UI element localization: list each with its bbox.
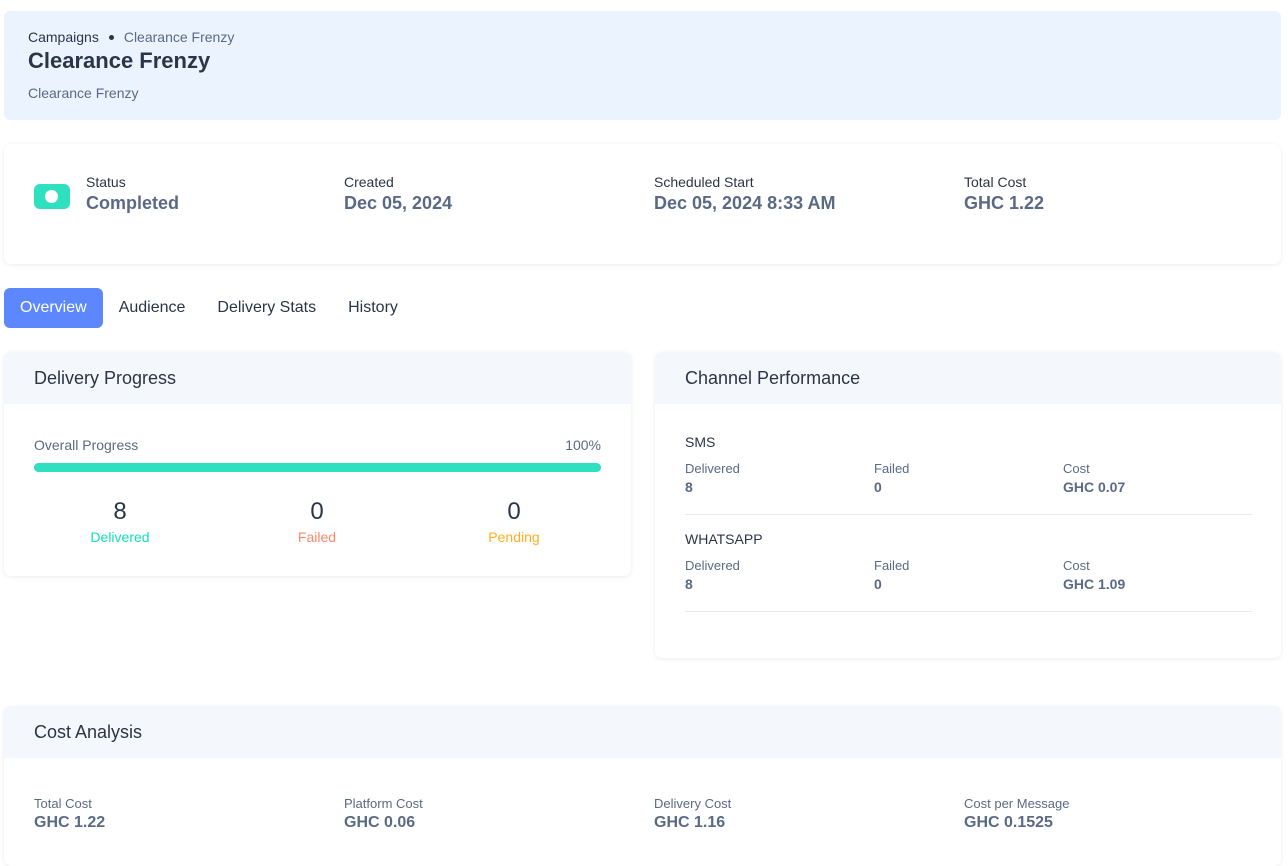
breadcrumb: Campaigns Clearance Frenzy (28, 29, 234, 45)
failed-stat: 0 Failed (237, 498, 397, 545)
breadcrumb-current: Clearance Frenzy (123, 29, 235, 45)
channel-row-whatsapp: WHATSAPP Delivered 8 Failed 0 Cost GHC 1… (685, 531, 1252, 612)
channel-delivered-value: 8 (685, 576, 693, 592)
cost-per-message-label: Cost per Message (964, 796, 1070, 811)
pending-stat: 0 Pending (434, 498, 594, 545)
cost-platform-label: Platform Cost (344, 796, 423, 811)
channel-cost: Cost GHC 1.09 (1063, 558, 1252, 592)
channel-cost-value: GHC 0.07 (1063, 479, 1126, 495)
channel-delivered-label: Delivered (685, 558, 740, 573)
cost-analysis-card: Cost Analysis Total Cost GHC 1.22 Platfo… (4, 706, 1281, 866)
channel-performance-title: Channel Performance (655, 352, 1281, 404)
breadcrumb-campaigns-link[interactable]: Campaigns (28, 29, 99, 45)
scheduled-start-stat: Scheduled Start Dec 05, 2024 8:33 AM (654, 174, 835, 214)
created-value: Dec 05, 2024 (344, 193, 453, 213)
delivered-label: Delivered (90, 529, 150, 545)
campaign-summary-card: Status Completed Created Dec 05, 2024 Sc… (4, 144, 1281, 264)
channel-failed-label: Failed (874, 461, 910, 476)
channel-failed: Failed 0 (874, 461, 1063, 495)
channel-performance-card: Channel Performance SMS Delivered 8 Fail… (655, 352, 1281, 658)
status-stat: Status Completed (86, 174, 179, 214)
cost-per-message: Cost per Message GHC 0.1525 (964, 796, 1070, 832)
channel-failed: Failed 0 (874, 558, 1063, 592)
cost-delivery-label: Delivery Cost (654, 796, 732, 811)
cost-delivery: Delivery Cost GHC 1.16 (654, 796, 731, 832)
channel-cost-label: Cost (1063, 558, 1090, 573)
channel-delivered: Delivered 8 (685, 461, 874, 495)
channel-cost: Cost GHC 0.07 (1063, 461, 1252, 495)
channel-failed-value: 0 (874, 479, 882, 495)
pending-label: Pending (488, 529, 540, 545)
channel-row-sms: SMS Delivered 8 Failed 0 Cost GHC 0.07 (685, 434, 1252, 515)
cost-delivery-value: GHC 1.16 (654, 814, 726, 831)
channel-failed-value: 0 (874, 576, 882, 592)
tab-bar: Overview Audience Delivery Stats History (4, 288, 414, 328)
cost-platform: Platform Cost GHC 0.06 (344, 796, 423, 832)
channel-delivered: Delivered 8 (685, 558, 874, 592)
tab-audience[interactable]: Audience (118, 299, 186, 316)
tab-overview[interactable]: Overview (4, 288, 103, 328)
channel-name: WHATSAPP (685, 531, 763, 547)
toggle-knob (45, 190, 58, 203)
cost-platform-value: GHC 0.06 (344, 814, 416, 831)
total-cost-stat: Total Cost GHC 1.22 (964, 174, 1044, 214)
failed-count: 0 (310, 498, 324, 525)
tab-history[interactable]: History (348, 299, 398, 316)
overall-progress-label: Overall Progress (34, 437, 139, 453)
cost-total-value: GHC 1.22 (34, 814, 106, 831)
total-cost-label: Total Cost (964, 174, 1027, 190)
scheduled-start-value: Dec 05, 2024 8:33 AM (654, 193, 836, 213)
toggle-on-icon (34, 184, 70, 209)
failed-label: Failed (297, 529, 337, 545)
progress-bar-fill (34, 463, 601, 472)
channel-cost-value: GHC 1.09 (1063, 576, 1126, 592)
created-stat: Created Dec 05, 2024 (344, 174, 452, 214)
page-subtitle: Clearance Frenzy (28, 85, 139, 101)
status-label: Status (86, 174, 126, 190)
cost-analysis-title: Cost Analysis (4, 706, 1281, 758)
delivered-count: 8 (113, 498, 127, 525)
page-title: Clearance Frenzy (28, 48, 211, 73)
channel-delivered-label: Delivered (685, 461, 740, 476)
status-value: Completed (86, 193, 180, 213)
delivered-stat: 8 Delivered (40, 498, 200, 545)
channel-cost-label: Cost (1063, 461, 1090, 476)
channel-failed-label: Failed (874, 558, 910, 573)
created-label: Created (344, 174, 394, 190)
pending-count: 0 (507, 498, 521, 525)
scheduled-start-label: Scheduled Start (654, 174, 754, 190)
total-cost-value: GHC 1.22 (964, 193, 1045, 213)
delivery-progress-title: Delivery Progress (4, 352, 631, 404)
progress-bar (34, 463, 601, 472)
tab-delivery-stats[interactable]: Delivery Stats (217, 299, 317, 316)
channel-delivered-value: 8 (685, 479, 693, 495)
breadcrumb-separator-icon (108, 34, 114, 40)
delivery-progress-card: Delivery Progress Overall Progress 100% … (4, 352, 631, 576)
channel-name: SMS (685, 434, 716, 450)
cost-per-message-value: GHC 0.1525 (964, 814, 1053, 831)
cost-total: Total Cost GHC 1.22 (34, 796, 105, 832)
overall-progress-percent: 100% (565, 437, 601, 453)
page-header: Campaigns Clearance Frenzy Clearance Fre… (4, 11, 1281, 120)
cost-total-label: Total Cost (34, 796, 92, 811)
